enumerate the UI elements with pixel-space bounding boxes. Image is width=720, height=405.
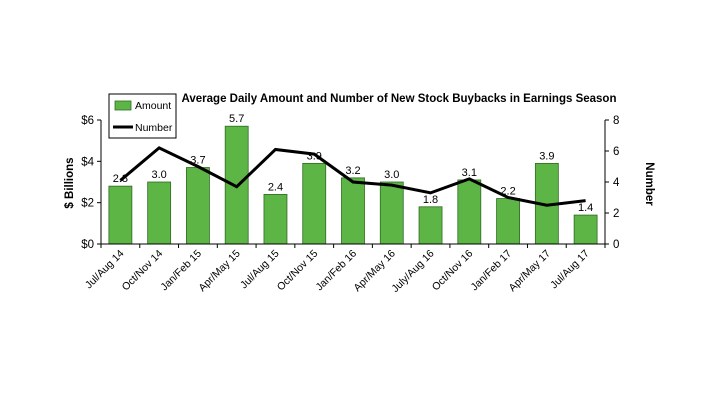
x-tick-label: Jul/Aug 17 <box>548 248 592 292</box>
bar <box>186 167 210 245</box>
bar-value-label: 2.4 <box>268 181 283 193</box>
bar <box>418 206 443 245</box>
bar <box>379 181 404 245</box>
bar-value-label: 1.4 <box>578 202 593 214</box>
y2-tick-label: 4 <box>613 177 620 189</box>
chart-title: Average Daily Amount and Number of New S… <box>182 93 617 105</box>
bar-value-label: 3.1 <box>462 167 477 179</box>
bar-value-label: 3.9 <box>539 150 554 162</box>
bar-value-label: 1.8 <box>423 194 438 206</box>
legend-amount-swatch <box>114 100 132 111</box>
bar <box>341 177 365 245</box>
legend-amount-label: Amount <box>135 100 171 112</box>
y-ticks: $0 $2 $4 $6 <box>81 115 101 251</box>
number-series <box>119 146 586 207</box>
bar <box>263 193 288 245</box>
bar-labels: 2.8 3.03.75.72.43.93.2 3.01.83.12.23.91.4 <box>113 113 594 214</box>
x-tick-label: Oct/Nov 15 <box>275 248 321 294</box>
y2-axis-label: Number <box>643 162 655 206</box>
bar <box>573 214 598 245</box>
number-line <box>119 146 586 207</box>
y2-tick-label: 8 <box>613 115 619 127</box>
bar-value-label: 3.0 <box>384 169 399 181</box>
y2-tick-label: 0 <box>613 239 619 251</box>
legend: Amount Number <box>108 93 177 139</box>
y2-tick-label: 6 <box>613 146 619 158</box>
y-tick-label: $0 <box>81 239 94 251</box>
y2-ticks: 0 2 4 6 8 <box>605 115 620 251</box>
x-tick-label: Oct/Nov 16 <box>430 248 476 294</box>
x-tick-label: Apr/May 17 <box>507 248 554 295</box>
bar <box>108 185 133 245</box>
y-tick-label: $6 <box>81 115 94 127</box>
bar-value-label: 3.2 <box>345 165 360 177</box>
y-axis-label: $ Billions <box>64 157 76 208</box>
y-tick-label: $4 <box>81 156 94 168</box>
bar <box>302 162 327 245</box>
bar <box>147 181 172 245</box>
y2-tick-label: 2 <box>613 208 619 220</box>
bar-value-label: 3.0 <box>152 169 167 181</box>
x-tick-label: Oct/Nov 14 <box>120 248 166 294</box>
x-tick-label: Apr/May 15 <box>196 248 243 295</box>
bars-series <box>108 125 598 245</box>
legend-number-label: Number <box>135 122 173 134</box>
bar-value-label: 5.7 <box>229 113 244 125</box>
y-tick-label: $2 <box>81 198 94 210</box>
bar <box>457 179 482 245</box>
x-tick-label: July/Aug 16 <box>389 248 436 295</box>
bar <box>496 198 520 245</box>
